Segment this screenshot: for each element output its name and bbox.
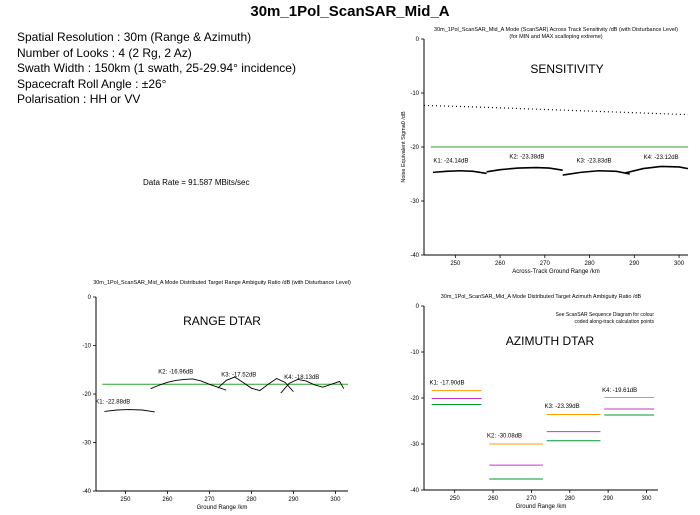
range-dtar-x-tick-label: 270 [204,497,215,503]
range-dtar-annotation-k3: K3: -17.52dB [221,373,256,379]
azimuth-dtar-annotation-k3: K3: -23.39dB [545,404,580,410]
range-dtar-x-tick-label: 290 [288,497,299,503]
azimuth-dtar-annotation-k2: K2: -30.08dB [487,434,522,440]
azimuth-dtar-x-tick-label: 280 [565,496,576,502]
range-dtar-x-tick-label: 300 [330,497,341,503]
sensitivity-y-tick-label: 0 [416,37,420,43]
sensitivity-annotation-k2: K2: -23.38dB [509,154,544,160]
azimuth-dtar-annotation-k4: K4: -19.61dB [602,388,637,394]
sensitivity-y-tick-label: -30 [410,199,419,205]
azimuth-dtar-x-tick-label: 300 [641,496,652,502]
range-dtar-y-tick-label: -20 [82,392,91,398]
range-dtar-x-axis-label: Ground Range /km [197,505,248,511]
spec-spatial-resolution: Spatial Resolution : 30m (Range & Azimut… [17,30,252,44]
range-dtar-y-tick-label: 0 [88,295,92,301]
range-dtar-y-tick-label: -30 [82,441,91,447]
sensitivity-x-tick-label: 270 [540,261,551,267]
spec-polarisation: Polarisation : HH or VV [17,92,141,106]
azimuth-dtar-x-tick-label: 270 [526,496,537,502]
range-dtar-curve-k4 [280,378,345,394]
range-dtar-annotation-k4: K4: -18.13dB [284,375,319,381]
spec-number-of-looks: Number of Looks : 4 (2 Rg, 2 Az) [17,45,192,60]
range-dtar-curve-k3 [217,376,294,392]
range-dtar-annotation-k2: K2: -16.96dB [158,370,193,376]
azimuth-dtar-x-tick-label: 290 [603,496,614,502]
sensitivity-curve-k2 [486,166,563,173]
sensitivity-x-tick-label: 260 [495,261,506,267]
azimuth-dtar-y-tick-label: -40 [410,488,419,494]
range-dtar-y-tick-label: -10 [82,344,91,350]
range-dtar-x-tick-label: 250 [120,497,131,503]
sensitivity-title: 30m_1Pol_ScanSAR_Mid_A Mode (ScanSAR) Ac… [434,27,678,33]
sensitivity-annotation-k4: K4: -23.12dB [644,155,679,161]
sensitivity-x-tick-label: 300 [674,261,685,267]
azimuth-dtar-note: See ScanSAR Sequence Diagram for colour [556,312,655,318]
sensitivity-x-tick-label: 280 [585,261,596,267]
range-dtar-annotation-k1: K1: -22.88dB [95,400,130,406]
sensitivity-panel-label: SENSITIVITY [530,62,603,76]
range-dtar-curve-k2 [150,378,227,391]
range-dtar-curve-k1 [104,409,155,413]
sensitivity-disturbance-dotted-line [423,104,689,116]
range-dtar-title: 30m_1Pol_ScanSAR_Mid_A Mode Distributed … [93,280,351,286]
azimuth-dtar-panel-label: AZIMUTH DTAR [506,334,595,348]
sensitivity-y-tick-label: -40 [410,253,419,259]
page-title: 30m_1Pol_ScanSAR_Mid_A [250,3,450,20]
azimuth-dtar-x-tick-label: 260 [488,496,499,502]
sensitivity-y-axis-label: Noise Equivalent Sigma0 /dB [401,111,407,183]
spec-list: Spatial Resolution : 30m (Range & Azimut… [17,30,296,108]
azimuth-dtar-title: 30m_1Pol_ScanSAR_Mid_A Mode Distributed … [441,294,642,300]
sensitivity-curve-k3 [562,169,630,176]
sensitivity-curve-k1 [432,169,487,175]
sensitivity-x-tick-label: 290 [629,261,640,267]
sensitivity-x-axis-label: Across-Track Ground Range /km [512,269,599,275]
sensitivity-y-tick-label: -10 [410,91,419,97]
data-rate: Data Rate = 91.587 MBits/sec [143,178,250,187]
sensitivity-x-tick-label: 250 [450,261,461,267]
azimuth-dtar-y-tick-label: 0 [416,304,420,310]
sensitivity-subtitle: (for MIN and MAX scalloping extreme) [509,34,602,40]
azimuth-dtar-x-axis-label: Ground Range /km [516,504,567,510]
range-dtar-y-tick-label: -40 [82,489,91,495]
azimuth-dtar-note: coded along-track calculation points [575,319,655,325]
sensitivity-y-tick-label: -20 [410,145,419,151]
range-dtar-x-tick-label: 260 [162,497,173,503]
spec-roll-angle: Spacecraft Roll Angle : ±26° [17,76,167,91]
azimuth-dtar-y-tick-label: -20 [410,396,419,402]
spec-swath-width: Swath Width : 150km (1 swath, 25-29.94° … [17,61,296,75]
sensitivity-curve-k4 [625,165,689,174]
sensitivity-annotation-k3: K3: -23.83dB [577,159,612,165]
azimuth-dtar-y-tick-label: -30 [410,442,419,448]
range-dtar-x-tick-label: 280 [246,497,257,503]
sensitivity-annotation-k1: K1: -24.14dB [433,159,468,165]
azimuth-dtar-annotation-k1: K1: -17.90dB [430,381,465,387]
range-dtar-panel-label: RANGE DTAR [183,314,261,328]
azimuth-dtar-x-tick-label: 250 [450,496,461,502]
azimuth-dtar-y-tick-label: -10 [410,350,419,356]
